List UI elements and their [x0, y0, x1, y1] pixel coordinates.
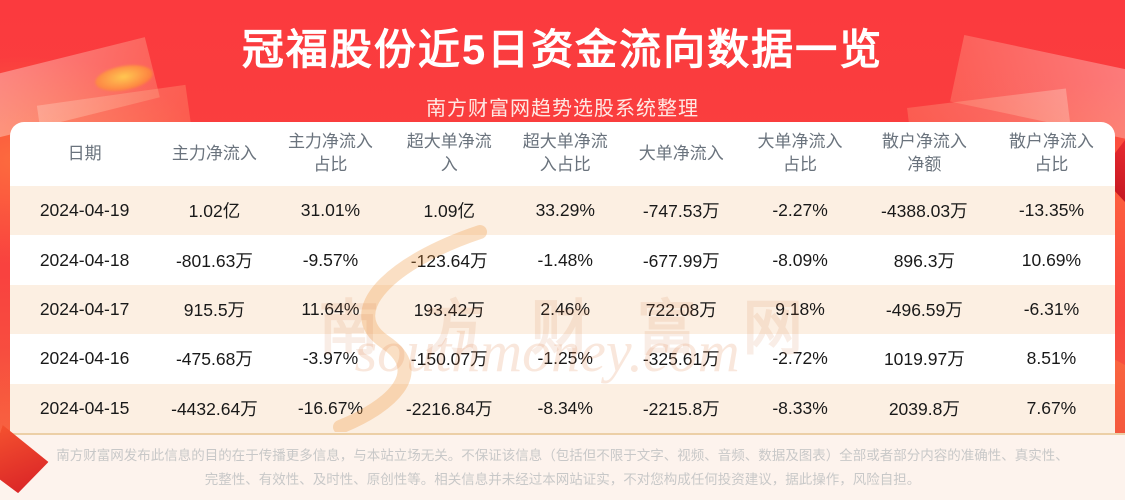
column-header-large-order-net-inflow-ratio: 大单净流入占比	[757, 132, 843, 174]
header: 冠福股份近5日资金流向数据一览 南方财富网趋势选股系统整理	[0, 0, 1125, 121]
fund-flow-table: 日期 主力净流入 主力净流入占比 超大单净流入 超大单净流入占比 大单净流入 大…	[10, 122, 1115, 433]
table-cell: -6.31%	[1023, 298, 1080, 319]
table-cell-date: 2024-04-15	[39, 397, 130, 418]
column-header-main-net-inflow: 主力净流入	[171, 143, 257, 163]
table-cell: -1.25%	[537, 348, 593, 369]
column-header-xl-order-net-inflow: 超大单净流入	[406, 132, 492, 174]
table-cell: 2.46%	[540, 298, 591, 319]
disclaimer-line-1: 南方财富网发布此信息的目的在于传播更多信息，与本站立场无关。不保证该信息（包括但…	[56, 447, 1069, 463]
table-row: 2024-04-15 -4432.64万 -16.67% -2216.84万 -…	[10, 383, 1115, 433]
table-row: 2024-04-18 -801.63万 -9.57% -123.64万 -1.4…	[10, 235, 1115, 285]
table-cell: 722.08万	[645, 299, 717, 320]
disclaimer-footer: 南方财富网发布此信息的目的在于传播更多信息，与本站立场无关。不保证该信息（包括但…	[0, 433, 1125, 500]
table-cell-date: 2024-04-19	[39, 200, 130, 221]
table-cell: -13.35%	[1018, 200, 1085, 221]
table-cell: -2.27%	[772, 200, 828, 221]
column-header-xl-order-net-inflow-ratio: 超大单净流入占比	[522, 132, 608, 174]
table-cell: 9.18%	[775, 298, 825, 319]
table-cell: 2039.8万	[888, 398, 960, 419]
table-row: 2024-04-16 -475.68万 -3.97% -150.07万 -1.2…	[10, 334, 1115, 384]
table-cell: -2215.8万	[642, 398, 720, 419]
table-cell: 31.01%	[300, 200, 361, 221]
table-cell: -8.09%	[772, 249, 828, 270]
disclaimer-line-2: 完整性、有效性、及时性、原创性等。相关信息并未经过本网站证实，不对您构成任何投资…	[204, 471, 921, 487]
table-cell: -16.67%	[297, 397, 364, 418]
table-cell: -801.63万	[175, 250, 253, 271]
table-cell: 915.5万	[183, 299, 246, 320]
table-cell-date: 2024-04-18	[39, 249, 130, 270]
table-cell: -4432.64万	[171, 398, 258, 419]
table-cell: -9.57%	[302, 249, 359, 270]
table-cell: -747.53万	[642, 201, 720, 222]
fund-flow-table-card: 日期 主力净流入 主力净流入占比 超大单净流入 超大单净流入占比 大单净流入 大…	[10, 122, 1115, 433]
table-cell: -8.34%	[537, 397, 593, 418]
table-cell: 1.02亿	[188, 201, 241, 222]
table-cell: -8.33%	[772, 397, 828, 418]
column-header-date: 日期	[67, 143, 102, 163]
column-header-retail-net-inflow-ratio: 散户净流入占比	[1008, 132, 1094, 174]
table-cell: 8.51%	[1026, 348, 1077, 369]
table-cell: -3.97%	[302, 348, 359, 369]
table-cell: -325.61万	[642, 349, 720, 370]
table-row: 2024-04-19 1.02亿 31.01% 1.09亿 33.29% -74…	[10, 186, 1115, 236]
table-cell-date: 2024-04-16	[39, 348, 130, 369]
table-cell: -4388.03万	[881, 201, 968, 222]
table-cell-date: 2024-04-17	[39, 298, 130, 319]
column-header-large-order-net-inflow: 大单净流入	[638, 143, 724, 163]
page-title: 冠福股份近5日资金流向数据一览	[241, 26, 884, 73]
table-cell: -2.72%	[772, 348, 828, 369]
table-cell: -123.64万	[410, 250, 488, 271]
table-cell: 193.42万	[413, 299, 485, 320]
table-cell: -496.59万	[885, 299, 963, 320]
table-cell: -150.07万	[410, 349, 488, 370]
table-cell: -1.48%	[537, 249, 593, 270]
table-cell: -475.68万	[175, 349, 253, 370]
table-cell: 1.09亿	[423, 201, 475, 222]
table-cell: -2216.84万	[405, 398, 493, 419]
page-subtitle: 南方财富网趋势选股系统整理	[426, 98, 699, 120]
table-cell: 33.29%	[535, 200, 595, 221]
table-cell: 1019.97万	[883, 349, 965, 370]
table-cell: 11.64%	[301, 298, 360, 319]
table-header-row: 日期 主力净流入 主力净流入占比 超大单净流入 超大单净流入占比 大单净流入 大…	[10, 122, 1115, 186]
table-cell: -677.99万	[642, 250, 720, 271]
table-row: 2024-04-17 915.5万 11.64% 193.42万 2.46% 7…	[10, 284, 1115, 335]
column-header-retail-net-inflow: 散户净流入净额	[881, 132, 967, 174]
table-cell: 896.3万	[893, 250, 955, 271]
table-cell: 10.69%	[1021, 249, 1082, 270]
table-cell: 7.67%	[1026, 397, 1077, 418]
column-header-main-net-inflow-ratio: 主力净流入占比	[287, 132, 373, 174]
